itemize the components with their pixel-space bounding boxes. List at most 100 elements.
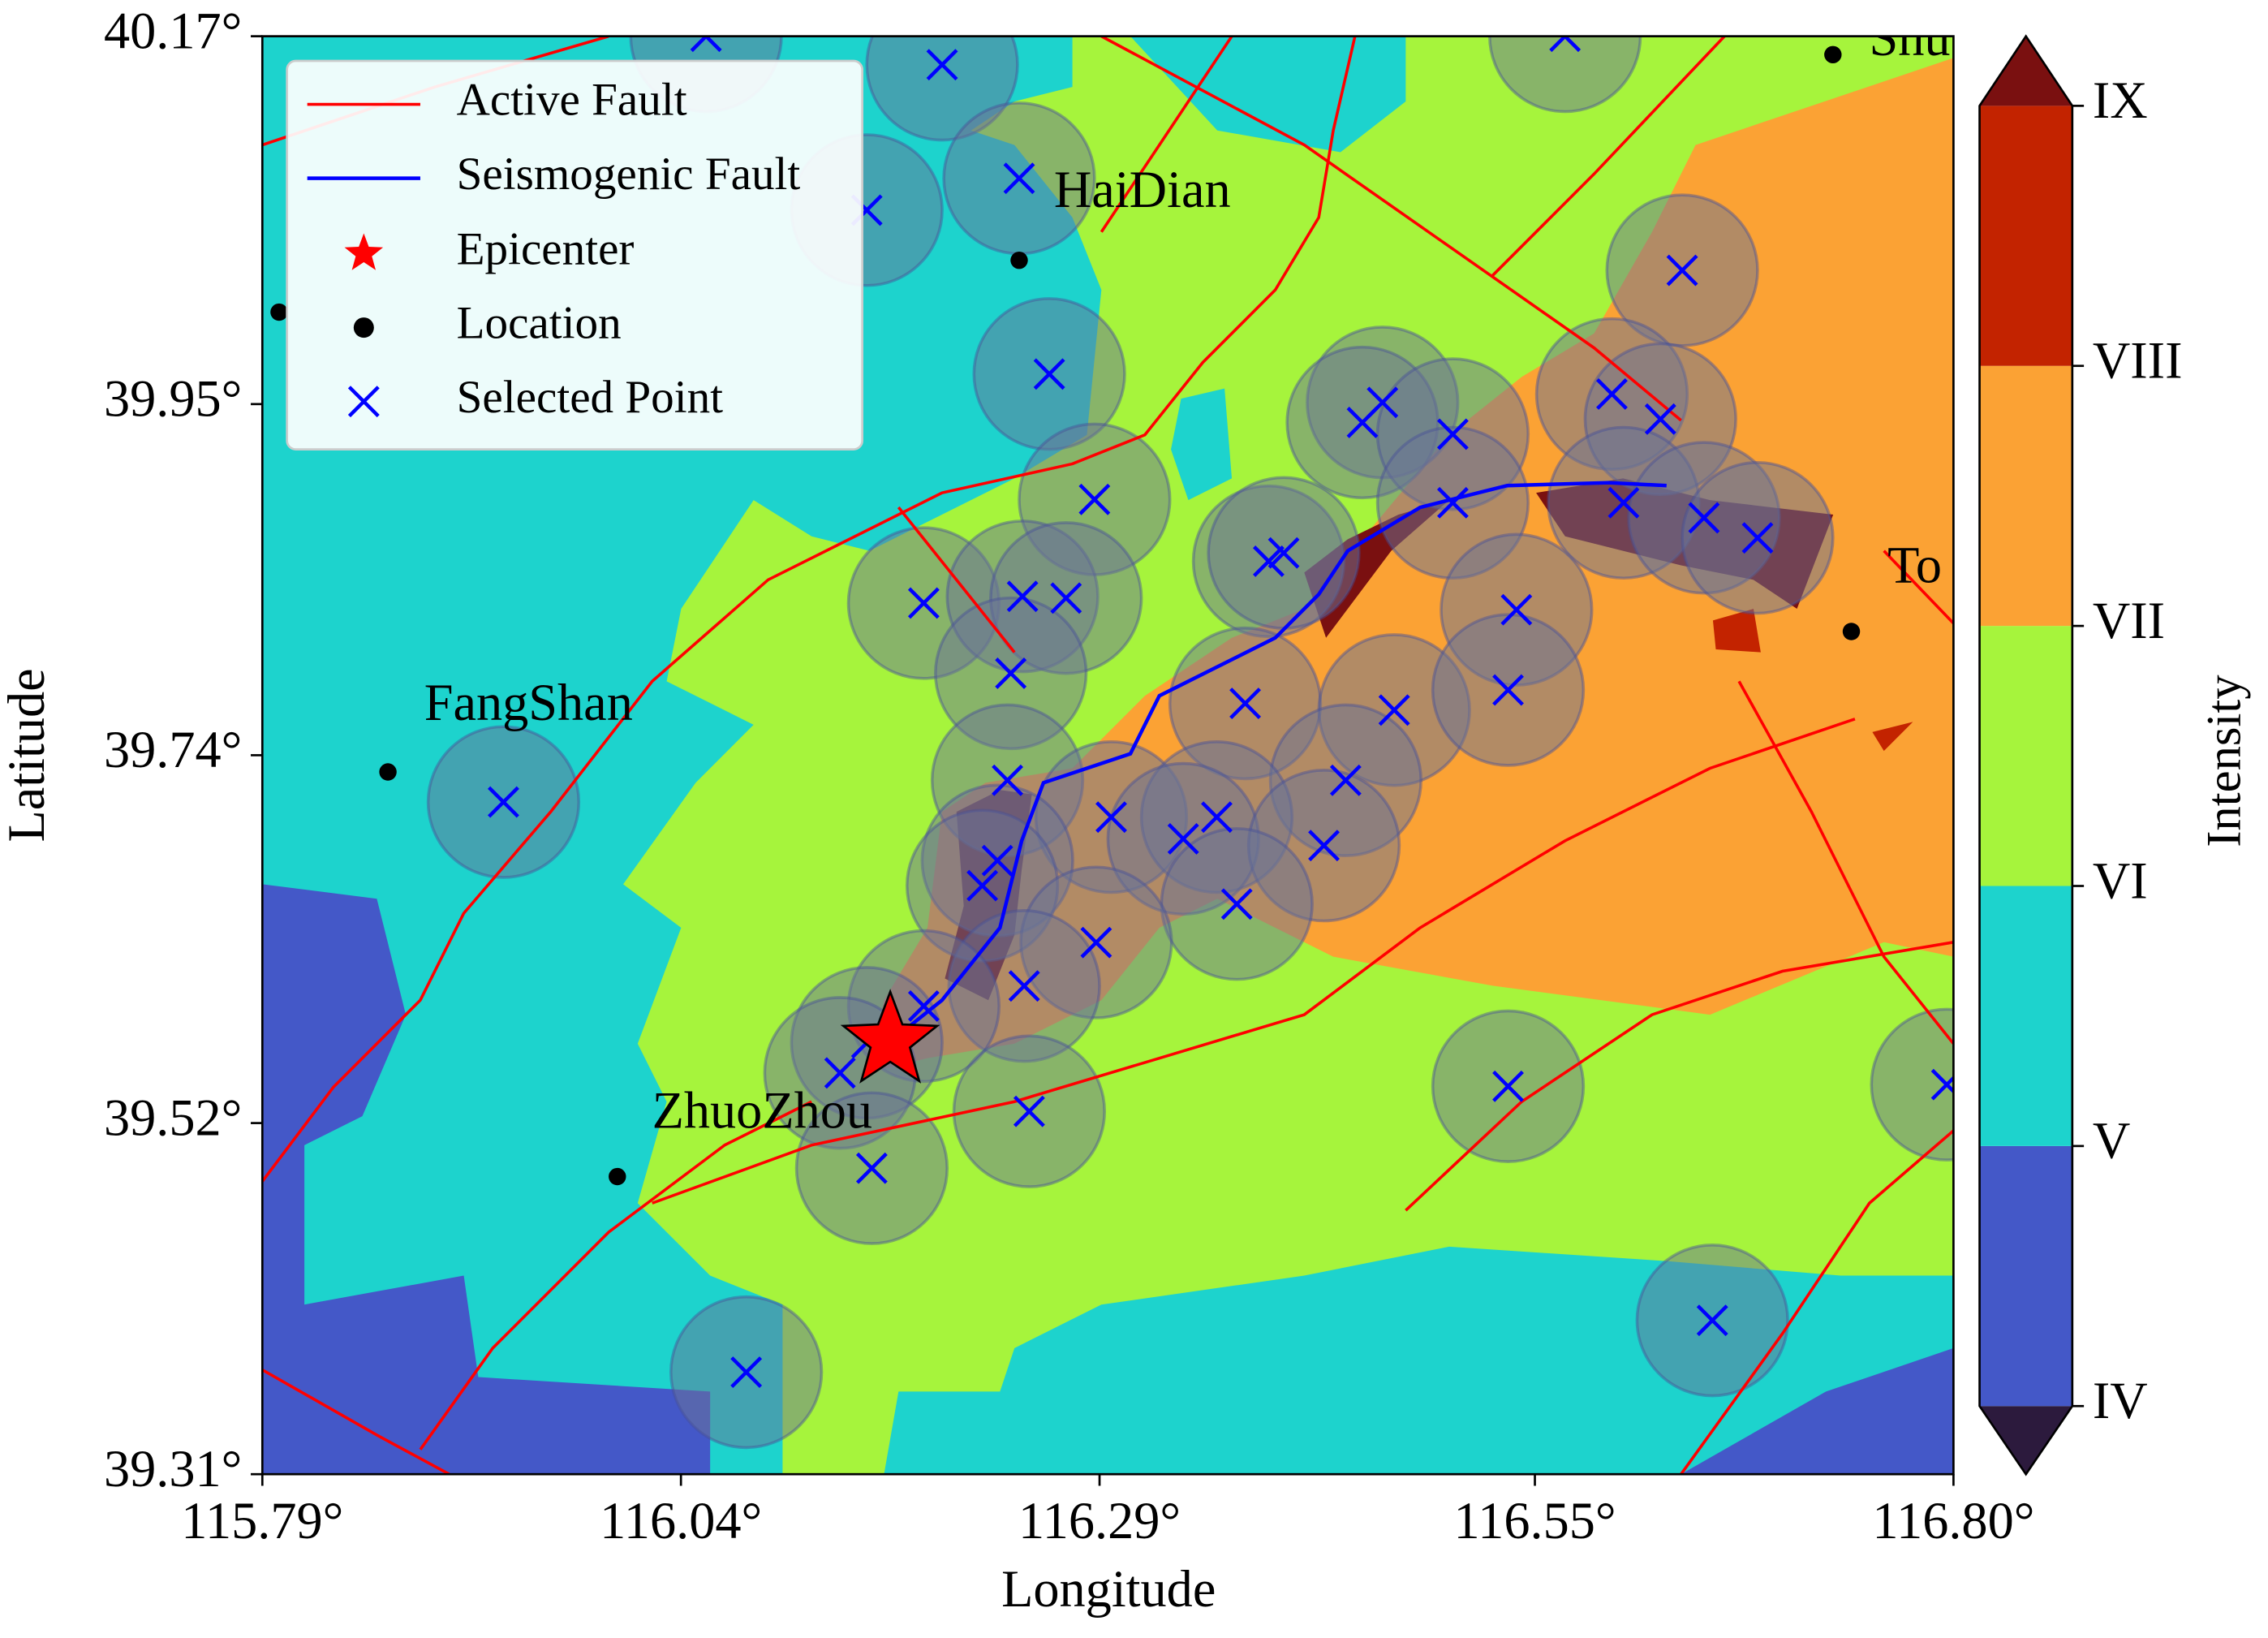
selected-point (1006, 580, 1039, 613)
cross-stroke (1688, 502, 1720, 534)
cross-stroke (690, 36, 709, 53)
selected-point (1741, 522, 1774, 554)
cross-stroke (1562, 36, 1582, 53)
legend-swatch (344, 233, 384, 270)
cross-stroke (1033, 358, 1065, 390)
selected-point (1436, 418, 1469, 450)
active-fault (1737, 680, 1954, 1045)
location-dot (379, 763, 397, 781)
cross-stroke (1500, 593, 1533, 626)
active-fault (1100, 36, 1233, 233)
location-label: Shu (1869, 9, 1950, 67)
influence-circle (1488, 36, 1642, 114)
cross-stroke (855, 1152, 888, 1184)
intensity-region (1872, 722, 1913, 752)
cross-stroke (1078, 483, 1111, 515)
y-axis-label: Latitude (0, 668, 55, 842)
selected-point (1078, 483, 1111, 515)
cross-stroke (1080, 926, 1112, 959)
legend-swatch (347, 386, 380, 418)
cross-stroke (1696, 1304, 1728, 1337)
influence-circle (865, 36, 1019, 142)
colorbar-segment (1979, 365, 2072, 627)
cross-stroke (981, 844, 1013, 877)
cross-stroke (1013, 1095, 1045, 1127)
cross-stroke (1003, 162, 1035, 195)
y-tick-label: 39.74° (104, 721, 242, 778)
active-fault (262, 36, 1357, 1183)
cross-stroke (1492, 1070, 1524, 1102)
selected-point (855, 1152, 888, 1184)
active-fault (1883, 550, 1954, 625)
colorbar-segment (1979, 886, 2072, 1146)
intensity-region (1681, 1347, 1954, 1475)
legend-label: Location (457, 298, 622, 349)
colorbar-tick-label: IX (2093, 71, 2148, 129)
selected-point (1644, 403, 1676, 435)
intensity-region (1130, 36, 1406, 153)
cross-stroke (1253, 545, 1285, 577)
intensity-region (1712, 609, 1761, 653)
cross-stroke (966, 869, 999, 902)
cross-stroke (1666, 254, 1698, 287)
colorbar-extend (1979, 1406, 2072, 1475)
selected-point (1607, 486, 1640, 519)
location-dot (1842, 623, 1861, 640)
cross-stroke (1436, 418, 1469, 450)
selected-point (1050, 582, 1082, 614)
map-area: Shu HaiDian FangShan To ZhuoZhou (262, 9, 1954, 1475)
selected-point (1253, 545, 1285, 577)
selected-point (907, 989, 940, 1022)
cross-stroke (1220, 888, 1253, 920)
legend-label: Selected Point (457, 372, 724, 423)
selected-point (992, 764, 1023, 796)
selected-point (1930, 1068, 1954, 1101)
legend-label: Epicenter (457, 224, 635, 275)
selected-point (1329, 764, 1362, 796)
legend-swatch (353, 317, 374, 338)
cross-stroke (907, 587, 940, 619)
intensity-region (1171, 388, 1233, 501)
x-tick-label: 116.04° (600, 1492, 762, 1550)
active-fault (1405, 941, 1954, 1212)
cross-stroke (1167, 822, 1199, 855)
selected-point (1008, 970, 1040, 1002)
cross-stroke (1308, 830, 1340, 862)
cross-stroke (1267, 537, 1300, 569)
cross-stroke (1346, 407, 1379, 438)
location-dot (1010, 251, 1028, 269)
selected-point (1095, 801, 1127, 834)
colorbar-tick-label: VI (2093, 851, 2148, 909)
active-fault (652, 718, 1856, 1205)
selected-point (730, 1356, 763, 1388)
cross-stroke (703, 36, 722, 53)
cross-stroke (1436, 486, 1469, 519)
selected-point (690, 36, 722, 53)
selected-point (1549, 36, 1582, 53)
location-dot (1824, 45, 1842, 64)
selected-point (1003, 162, 1035, 195)
x-tick-label: 115.79° (181, 1492, 343, 1550)
colorbar-extend (1979, 36, 2072, 106)
cross-stroke (1201, 801, 1233, 834)
selected-point (1220, 888, 1253, 920)
intensity-region (1304, 500, 1449, 638)
selected-point (1378, 694, 1410, 726)
location-label: HaiDian (1054, 161, 1231, 218)
selected-point (1500, 593, 1533, 626)
y-tick-label: 39.31° (104, 1440, 242, 1498)
seismogenic-fault (868, 481, 1667, 1060)
cross-stroke (1607, 486, 1640, 519)
active-fault (262, 1369, 450, 1475)
legend-label: Seismogenic Fault (457, 149, 801, 200)
selected-point (1229, 688, 1261, 720)
location-label: To (1887, 537, 1942, 594)
cross-stroke (1229, 688, 1261, 720)
location-dot (609, 1167, 626, 1186)
selected-point (1033, 358, 1065, 390)
selected-point (1688, 502, 1720, 534)
x-axis-label: Longitude (1001, 1560, 1216, 1618)
colorbar-segment (1979, 1145, 2072, 1407)
selected-point (1308, 830, 1340, 862)
cross-stroke (1008, 970, 1040, 1002)
